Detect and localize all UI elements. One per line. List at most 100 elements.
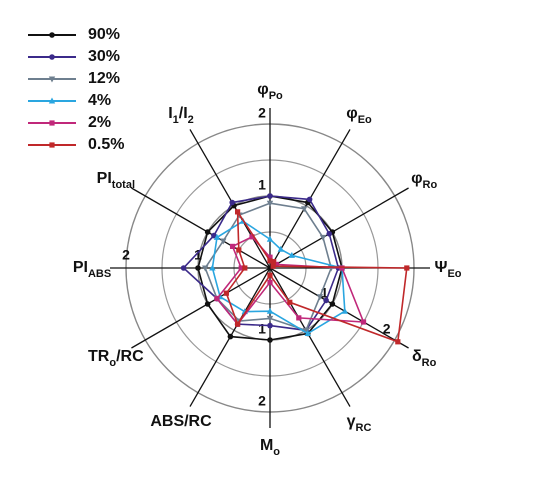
data-point (202, 265, 209, 272)
axis-spoke (131, 187, 271, 269)
data-point (211, 232, 217, 239)
axis-label: PItotal (97, 170, 135, 191)
axis-label-text: γ (347, 413, 356, 430)
axis-label: φEo (346, 105, 372, 126)
data-point (236, 247, 242, 253)
data-point (220, 238, 227, 245)
axis-spoke (269, 267, 351, 407)
data-point (341, 307, 349, 314)
data-point (235, 321, 241, 327)
axis-label-text: /RC (116, 348, 144, 365)
data-point (223, 290, 229, 296)
data-point (395, 339, 401, 345)
axis-spoke (131, 267, 271, 349)
data-point (229, 199, 235, 206)
axis-label-text: TR (88, 348, 110, 365)
r-tick-label: 1 (320, 285, 328, 301)
axis-label-text: /I (179, 105, 188, 122)
legend-label: 30% (88, 48, 120, 65)
legend-marker (48, 76, 56, 83)
axis-label: φPo (257, 81, 283, 102)
axis-label: Mo (260, 437, 280, 458)
data-point (273, 261, 279, 267)
data-point (287, 299, 293, 305)
axis-label: I1/I2 (168, 105, 194, 126)
axis-label: PIABS (73, 259, 111, 280)
axis-label: ABS/RC (150, 413, 212, 430)
axis-label-text: I (168, 105, 172, 122)
axis-label-sub: o (273, 446, 280, 458)
axis-label-sub: Ro (423, 179, 438, 191)
axis-label: ΨEo (434, 259, 461, 280)
data-point (306, 196, 313, 203)
axis-label-sub: RC (356, 422, 372, 434)
data-point (270, 263, 276, 269)
data-point (249, 234, 255, 240)
axis-label-sub: Ro (422, 357, 437, 369)
axis-label-text: φ (257, 81, 268, 98)
axis-label-text: M (260, 437, 273, 454)
data-point (267, 258, 273, 264)
legend-marker (49, 120, 55, 126)
axis-label-text: φ (346, 105, 357, 122)
axis-spoke (189, 129, 271, 269)
axis-label-text: ABS/RC (150, 413, 212, 430)
data-point (267, 279, 273, 285)
axis-label-sub: total (112, 179, 135, 191)
data-point (267, 272, 273, 278)
r-tick-label: 1 (194, 247, 202, 263)
axis-label-sub: 1 (173, 114, 179, 126)
legend-label: 2% (88, 114, 111, 131)
data-point (266, 307, 274, 314)
data-point (213, 233, 221, 240)
data-point (277, 245, 284, 252)
r-tick-label: 2 (383, 321, 391, 337)
axis-label-sub: Eo (358, 114, 372, 126)
data-point (319, 234, 327, 241)
legend-marker (48, 97, 56, 104)
data-point (266, 200, 274, 207)
data-point (204, 229, 211, 235)
legend-marker (49, 32, 55, 38)
data-point (209, 264, 216, 271)
data-point (316, 294, 324, 301)
data-point (238, 265, 244, 271)
data-point (326, 231, 333, 237)
axis-label-text: PI (97, 170, 112, 187)
r-tick-label: 2 (122, 247, 130, 263)
data-point (267, 193, 273, 199)
axis-label-text: δ (412, 348, 422, 365)
data-point (302, 327, 310, 334)
data-point (339, 265, 345, 271)
r-tick-label: 1 (258, 321, 266, 337)
axis-label: φRo (411, 170, 437, 191)
axis-label-sub: o (109, 357, 116, 369)
axis-label-sub: 2 (188, 114, 194, 126)
legend-label: 0.5% (88, 136, 124, 153)
data-point (304, 329, 311, 336)
legend-label: 90% (88, 26, 120, 43)
axis-label: δRo (412, 348, 437, 369)
legend-marker (49, 54, 55, 60)
data-point (267, 322, 273, 329)
axis-label-sub: Eo (447, 268, 461, 280)
data-point (242, 265, 248, 271)
axis-label: γRC (347, 413, 372, 434)
r-tick-label: 1 (258, 177, 266, 193)
axis-label: TRo/RC (88, 348, 144, 369)
axis-label-sub: Po (269, 90, 283, 102)
r-tick-label: 2 (258, 105, 266, 121)
data-point (301, 206, 308, 213)
data-point (227, 333, 234, 340)
data-point (288, 251, 296, 258)
data-point (235, 209, 241, 215)
axis-label-text: φ (411, 170, 422, 187)
axis-label-text: PI (73, 259, 88, 276)
data-point (229, 243, 236, 249)
legend-label: 12% (88, 70, 120, 87)
data-point (296, 315, 302, 321)
data-point (360, 319, 367, 325)
axis-label-text: Ψ (434, 259, 447, 276)
axis-spoke (269, 267, 409, 349)
